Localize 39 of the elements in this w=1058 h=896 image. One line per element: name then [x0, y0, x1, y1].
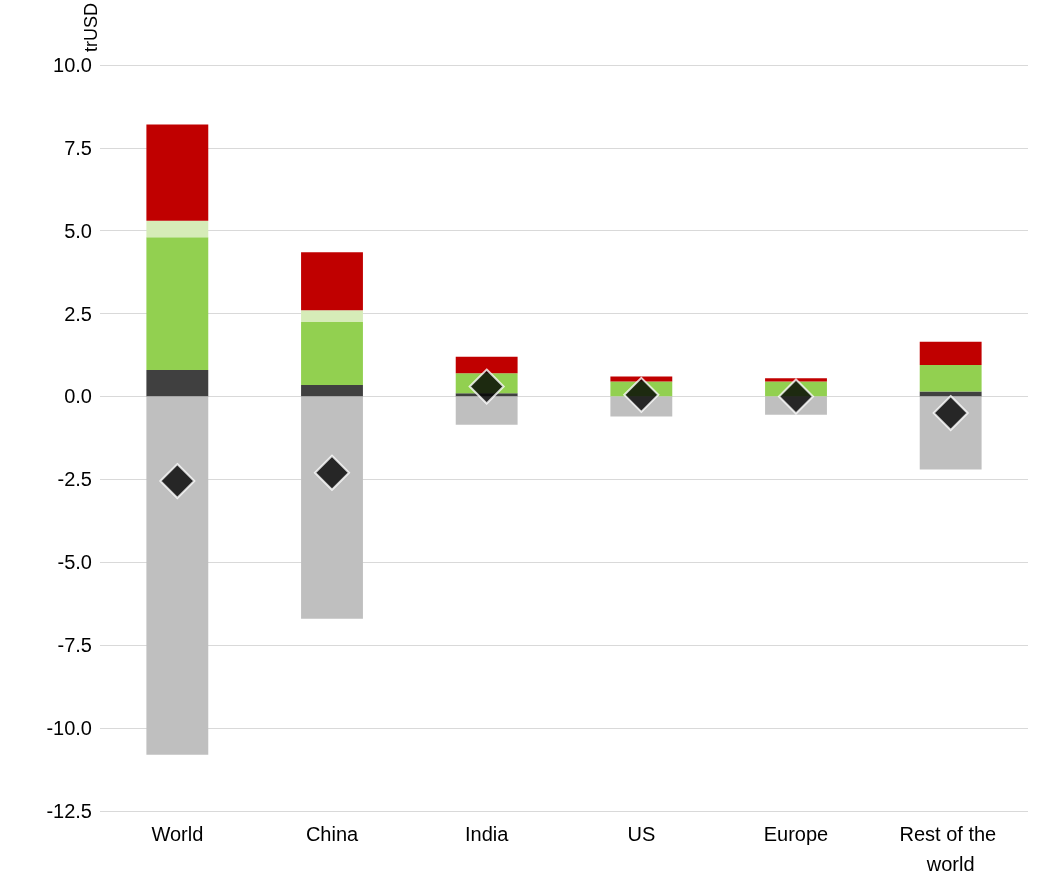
point	[468, 368, 505, 405]
point	[314, 454, 350, 491]
bar	[919, 341, 982, 365]
y-tick-label: -7.5	[57, 634, 92, 657]
x-tick-label: Rest of the world	[899, 823, 1002, 875]
bar	[146, 237, 209, 370]
bar	[301, 252, 363, 311]
x-tick-label: US	[627, 823, 656, 845]
point	[932, 395, 969, 432]
bar	[301, 310, 363, 322]
x-tick-label: China	[305, 823, 359, 845]
y-tick-label: -5.0	[57, 551, 92, 574]
y-tick-label: 5.0	[64, 219, 92, 242]
y-tick-label: 2.5	[64, 302, 92, 325]
bar	[146, 124, 209, 221]
bar	[919, 365, 982, 392]
bar	[301, 321, 363, 385]
x-tick-label: India	[464, 823, 510, 845]
y-tick-label: 0.0	[64, 385, 92, 408]
bar	[301, 384, 363, 397]
bar	[455, 356, 518, 374]
point	[623, 376, 660, 413]
bar	[146, 220, 209, 238]
point	[159, 463, 196, 500]
bar	[146, 396, 209, 755]
y-tick-label: -2.5	[57, 468, 92, 491]
bar	[455, 396, 518, 425]
y-tick-label: 10.0	[53, 53, 92, 76]
y-tick-label: -10.0	[46, 717, 92, 740]
bar	[301, 396, 363, 619]
bar	[610, 376, 673, 382]
y-tick-label: 7.5	[64, 136, 92, 159]
x-tick-label: World	[151, 823, 204, 845]
bar	[146, 369, 209, 397]
y-axis-title: trUSD	[81, 3, 101, 52]
x-tick-label: Europe	[763, 823, 829, 845]
y-tick-label: -12.5	[46, 800, 92, 822]
bar	[765, 378, 827, 382]
point	[778, 378, 814, 415]
